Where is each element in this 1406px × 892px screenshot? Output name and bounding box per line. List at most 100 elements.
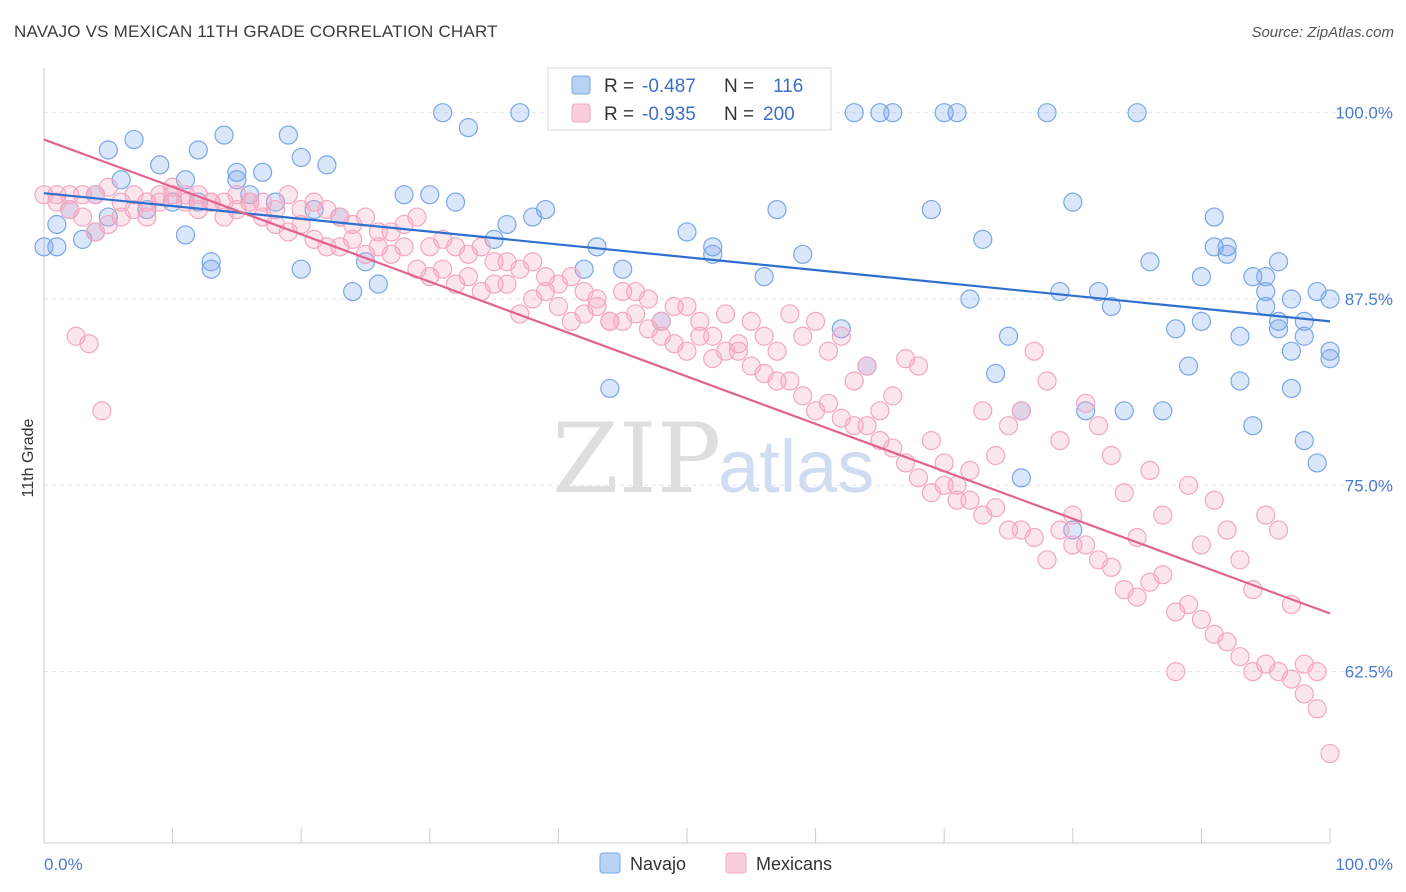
mexicans-point: [484, 252, 504, 272]
navajo-point: [291, 147, 311, 168]
navajo-point: [1217, 237, 1237, 257]
navajo-n-value: 116: [773, 76, 803, 97]
x-tick-marks: [43, 828, 1331, 843]
navajo-point: [1320, 341, 1340, 361]
mexicans-point: [1256, 505, 1276, 525]
mexicans-point: [548, 296, 569, 317]
mexicans-point: [1230, 647, 1250, 667]
navajo-point: [1307, 453, 1327, 473]
navajo-point: [1037, 103, 1057, 123]
mexicans-point: [1114, 483, 1134, 503]
watermark-zip: ZIP: [552, 403, 721, 515]
navajo-point: [150, 155, 170, 175]
mexicans-point: [291, 199, 311, 220]
mexicans-point: [1050, 430, 1070, 451]
mexicans-point: [98, 177, 118, 197]
navajo-point: [1114, 401, 1134, 421]
mexicans-point: [1088, 416, 1109, 436]
navajo-point: [175, 225, 196, 245]
navajo-point: [214, 125, 234, 145]
navajo-point: [831, 319, 851, 339]
mexicans-point: [728, 341, 749, 361]
mexicans-legend-swatch: [571, 103, 591, 123]
navajo-r-value: -0.487: [642, 76, 696, 97]
navajo-point: [1230, 371, 1250, 391]
mexicans-point: [458, 267, 478, 287]
mexicans-point: [79, 334, 99, 354]
mexicans-point: [1037, 371, 1057, 391]
navajo-point: [201, 259, 221, 279]
y-tick-label: 87.5%: [1345, 290, 1393, 309]
navajo-point: [793, 244, 813, 264]
navajo-point: [754, 267, 774, 287]
y-tick-label: 100.0%: [1335, 104, 1393, 123]
navajo-point: [1281, 341, 1302, 361]
navajo-point: [1294, 326, 1314, 346]
navajo-point: [1076, 401, 1096, 421]
mexicans-r-value: -0.935: [642, 104, 696, 125]
mexicans-point: [1178, 475, 1199, 495]
x-tick-label-min: 0.0%: [44, 855, 83, 874]
mexicans-point: [973, 401, 993, 421]
mexicans-n-label: N =: [724, 104, 754, 125]
navajo-legend-swatch: [571, 75, 591, 95]
navajo-point: [1294, 311, 1314, 331]
navajo-point: [998, 326, 1019, 346]
navajo-bottom-swatch: [599, 852, 621, 874]
mexicans-bottom-swatch: [725, 852, 747, 874]
stats-legend-box: [547, 67, 832, 131]
navajo-point: [317, 155, 337, 175]
navajo-point: [1230, 326, 1250, 346]
navajo-point: [535, 199, 556, 220]
mexicans-point: [1153, 565, 1173, 585]
mexicans-point: [844, 371, 864, 391]
navajo-point: [767, 199, 787, 220]
mexicans-point: [394, 237, 414, 257]
mexicans-r-label: R =: [604, 104, 634, 125]
navajo-point: [1256, 267, 1276, 287]
y-tick-labels: 62.5% 75.0% 87.5% 100.0%: [1335, 104, 1393, 682]
mexicans-point: [1076, 393, 1096, 413]
mexicans-point: [998, 416, 1019, 436]
mexicans-point: [1011, 401, 1031, 421]
mexicans-point: [780, 304, 800, 324]
navajo-point: [98, 140, 118, 160]
navajo-point: [1294, 430, 1314, 451]
mexicans-point: [587, 296, 607, 317]
watermark-atlas: atlas: [718, 425, 874, 508]
navajo-r-label: R =: [604, 76, 634, 97]
navajo-point: [1217, 244, 1237, 264]
mexicans-point: [767, 341, 787, 361]
mexicans-point: [921, 430, 941, 451]
mexicans-point: [1037, 550, 1057, 570]
mexicans-point: [1127, 527, 1147, 548]
navajo-point: [1011, 468, 1031, 488]
navajo-point: [1256, 281, 1276, 302]
stats-legend: R = -0.487 N = 116 R = -0.935 N = 200: [547, 67, 832, 131]
mexicans-point: [433, 259, 453, 279]
navajo-point: [947, 103, 967, 123]
navajo-point: [1153, 401, 1173, 421]
navajo-point: [1191, 267, 1212, 287]
mexicans-point: [664, 296, 684, 317]
mexicans-point: [883, 386, 903, 406]
watermark: ZIP atlas: [552, 403, 874, 515]
mexicans-point: [85, 222, 106, 242]
mexicans-point: [1024, 341, 1044, 361]
mexicans-point: [986, 498, 1006, 518]
navajo-point: [973, 229, 993, 249]
mexicans-point: [805, 311, 826, 331]
chart-title: NAVAJO VS MEXICAN 11TH GRADE CORRELATION…: [14, 22, 498, 41]
mexicans-point: [651, 311, 671, 331]
mexicans-point: [960, 490, 980, 510]
mexicans-point: [793, 386, 813, 406]
mexicans-point: [896, 349, 916, 369]
navajo-point: [188, 140, 208, 160]
mexicans-point: [1268, 520, 1289, 540]
y-tick-label: 62.5%: [1345, 663, 1393, 682]
mexicans-point: [870, 401, 890, 421]
navajo-point: [1320, 349, 1340, 369]
mexicans-point: [1101, 557, 1121, 577]
navajo-point: [510, 103, 530, 123]
